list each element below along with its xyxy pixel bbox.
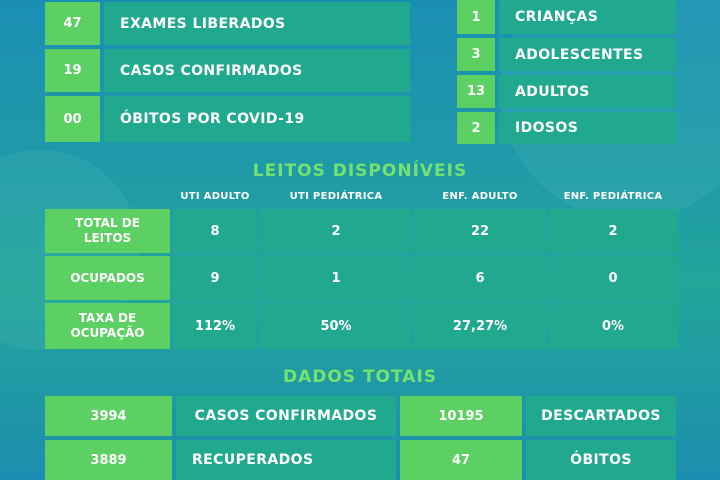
totais-title: DADOS TOTAIS [282, 367, 438, 387]
table-cell: 27,27% [414, 303, 546, 349]
elderly-label: IDOSOS [499, 112, 676, 144]
table-cell: 2 [260, 209, 412, 253]
table-cell: 6 [414, 256, 546, 300]
elderly-count: 2 [457, 112, 495, 144]
table-cell: 0% [548, 303, 678, 349]
recovered-label: RECUPERADOS [176, 440, 396, 480]
discarded-count: 10195 [400, 396, 522, 436]
table-cell: 1 [260, 256, 412, 300]
total-deaths-label: ÓBITOS [526, 440, 676, 480]
row-label-ocupados: OCUPADOS [45, 256, 170, 300]
deaths-count: 00 [45, 96, 100, 142]
total-confirmed-count: 3994 [45, 396, 172, 436]
column-header-enf-adulto: ENF. ADULTO [442, 191, 518, 202]
total-confirmed-label: CASOS CONFIRMADOS [176, 396, 396, 436]
exams-label: EXAMES LIBERADOS [104, 2, 410, 45]
confirmed-label: CASOS CONFIRMADOS [104, 49, 410, 92]
table-cell: 50% [260, 303, 412, 349]
teens-label: ADOLESCENTES [499, 38, 676, 71]
row-label-total: TOTAL DE LEITOS [45, 209, 170, 253]
adults-count: 13 [457, 75, 495, 108]
leitos-title: LEITOS DISPONÍVEIS [252, 161, 468, 181]
exams-count: 47 [45, 2, 100, 45]
adults-label: ADULTOS [499, 75, 676, 108]
column-header-uti-pediatrica: UTI PEDIÁTRICA [289, 191, 383, 202]
recovered-count: 3889 [45, 440, 172, 480]
column-header-uti-adulto: UTI ADULTO [180, 191, 250, 202]
table-cell: 9 [173, 256, 257, 300]
column-header-enf-pediatrica: ENF. PEDIÁTRICA [563, 191, 663, 202]
row-label-taxa: TAXA DE OCUPAÇÃO [45, 303, 170, 349]
discarded-label: DESCARTADOS [526, 396, 676, 436]
deaths-label: ÓBITOS POR COVID-19 [104, 96, 410, 142]
table-cell: 2 [548, 209, 678, 253]
teens-count: 3 [457, 38, 495, 71]
table-cell: 0 [548, 256, 678, 300]
children-count: 1 [457, 0, 495, 34]
table-cell: 8 [173, 209, 257, 253]
table-cell: 22 [414, 209, 546, 253]
children-label: CRIANÇAS [499, 0, 676, 34]
table-cell: 112% [173, 303, 257, 349]
confirmed-count: 19 [45, 49, 100, 92]
total-deaths-count: 47 [400, 440, 522, 480]
